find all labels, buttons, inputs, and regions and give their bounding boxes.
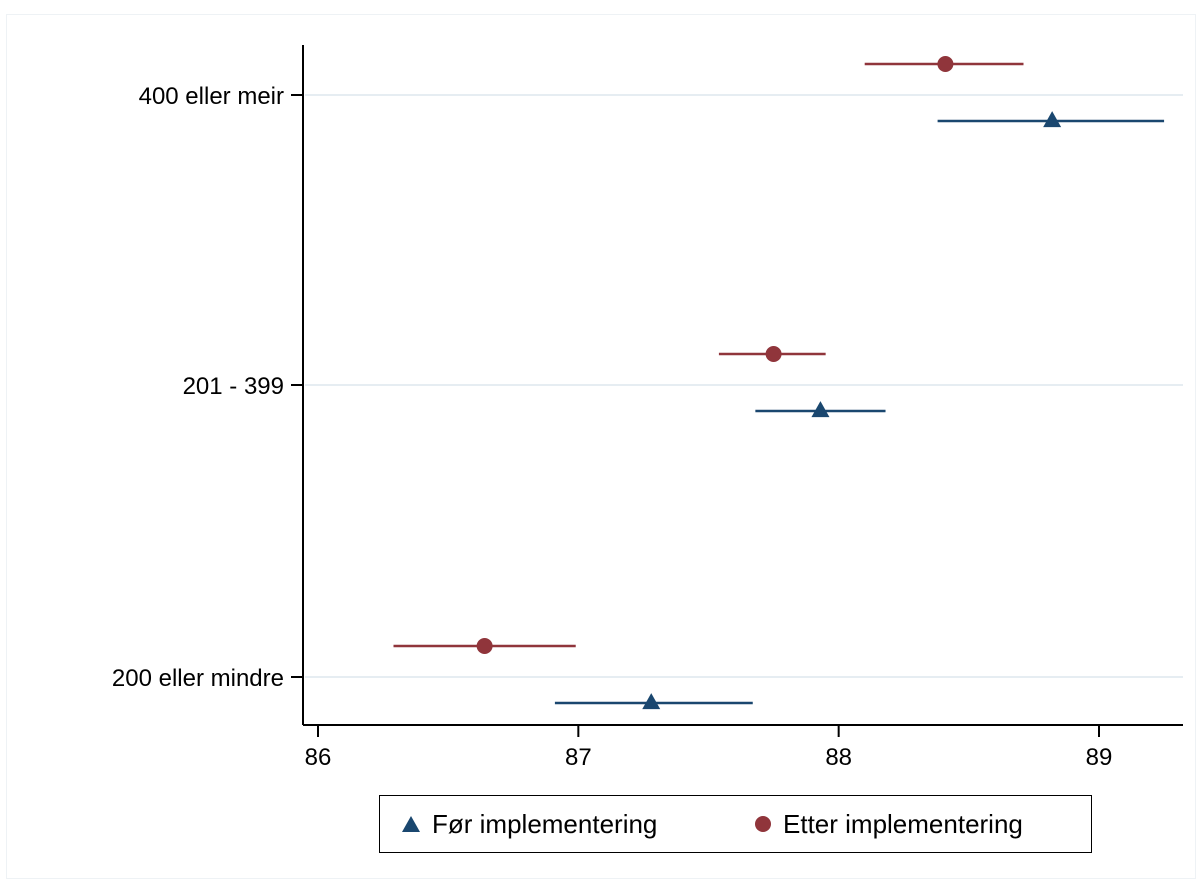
legend-item-after: Etter implementering [755,796,1023,852]
y-tick-label-2: 200 eller mindre [112,665,284,692]
point-s1-p0 [937,56,954,72]
x-tick-label-2: 88 [825,744,852,771]
legend-label-before: Før implementering [432,808,658,839]
circle-marker-icon [755,816,771,832]
chart-frame [6,14,1196,879]
point-s0-p0 [1043,111,1062,128]
triangle-marker-icon [402,816,420,832]
x-tick-label-0: 86 [305,744,332,771]
y-tick-label-1: 201 - 399 [183,373,284,400]
point-s1-p1 [765,346,782,362]
point-s0-p2 [642,693,661,710]
point-s1-p2 [476,638,493,654]
axis-layer: 400 eller meir 201 - 399 200 eller mindre 8… [112,45,1183,771]
legend: Før implementering Etter implementering [379,795,1092,853]
grid-layer [305,94,1183,678]
legend-item-before: Før implementering [402,796,657,852]
legend-label-after: Etter implementering [783,808,1023,839]
x-tick-label-1: 87 [565,744,592,771]
x-tick-label-3: 89 [1086,744,1113,771]
y-tick-label-0: 400 eller meir [139,83,284,110]
marks-layer [393,56,1165,710]
point-s0-p1 [811,401,830,418]
